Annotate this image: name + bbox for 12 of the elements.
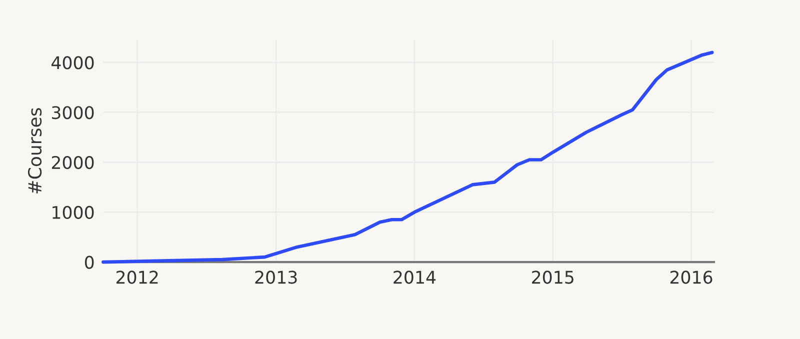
y-tick-label: 4000 — [52, 56, 94, 70]
line-series — [102, 50, 714, 264]
y-tick-label: 1000 — [52, 206, 94, 219]
x-tick-label: 2012 — [116, 270, 158, 284]
x-tick-label: 2015 — [532, 270, 574, 284]
x-tick-label: 2016 — [670, 270, 712, 284]
y-tick-label: 2000 — [52, 156, 94, 170]
x-tick-label: 2014 — [394, 270, 436, 284]
y-axis-title: #Courses — [28, 108, 42, 194]
y-tick-label: 3000 — [52, 106, 94, 120]
x-tick-label: 2013 — [255, 270, 297, 284]
y-tick-label: 0 — [84, 256, 94, 269]
